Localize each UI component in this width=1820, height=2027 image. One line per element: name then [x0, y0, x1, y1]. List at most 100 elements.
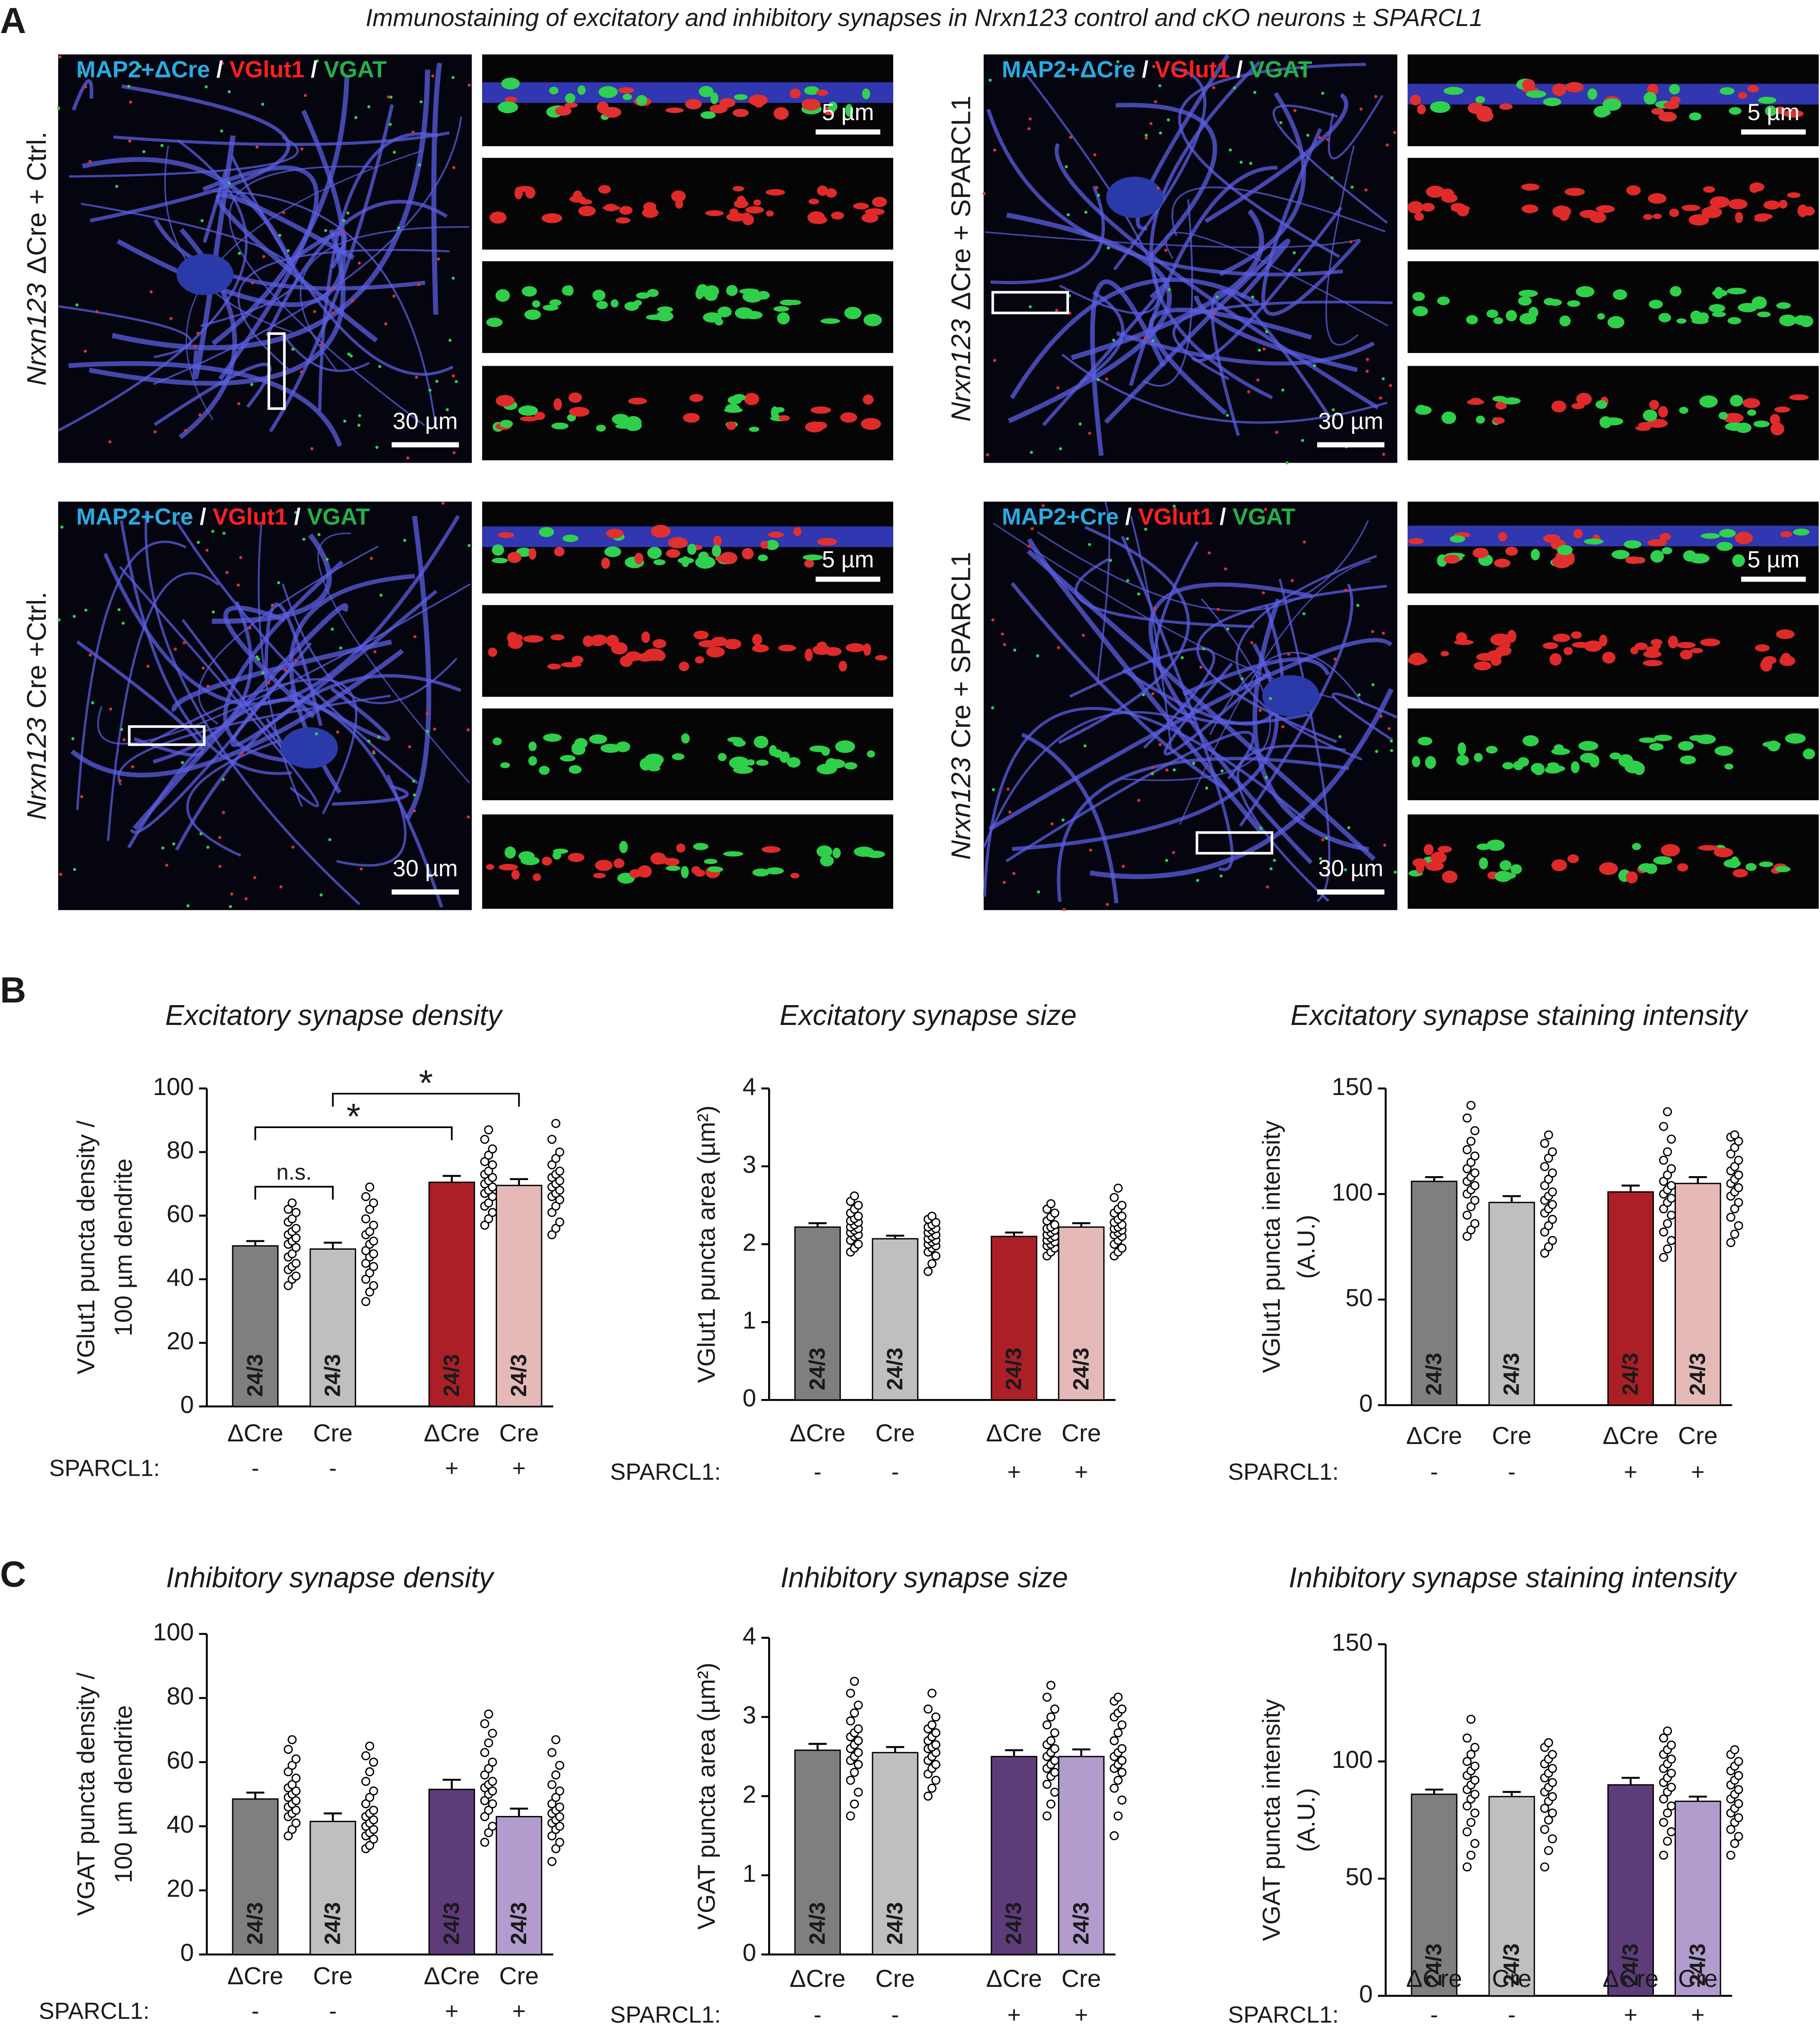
puncta: [248, 626, 252, 630]
bar: [1488, 1796, 1535, 1997]
puncta: [1154, 100, 1157, 104]
stain-part: /: [1236, 57, 1243, 83]
puncta: [347, 353, 350, 356]
puncta: [386, 95, 390, 99]
dendrite: [1090, 279, 1166, 456]
puncta: [1441, 193, 1458, 203]
puncta: [1700, 638, 1720, 646]
puncta: [1350, 186, 1354, 189]
puncta: [1239, 160, 1243, 164]
puncta: [59, 872, 63, 876]
dendrite: [1130, 516, 1172, 749]
n-label: 24/3: [1069, 1902, 1093, 1945]
puncta: [569, 195, 586, 203]
puncta: [1293, 251, 1296, 255]
data-point: [488, 1777, 497, 1786]
data-point: [1466, 1818, 1476, 1827]
puncta: [1720, 87, 1735, 95]
dendrite: [1042, 283, 1166, 427]
data-point: [1466, 1750, 1476, 1759]
puncta: [165, 863, 168, 867]
dendrite: [1010, 582, 1229, 792]
data-point: [287, 1760, 297, 1770]
puncta: [646, 314, 665, 320]
dendrite: [229, 166, 425, 426]
data-point: [291, 1243, 301, 1252]
puncta: [634, 553, 643, 564]
puncta: [1602, 651, 1616, 664]
puncta: [704, 286, 719, 295]
puncta: [1061, 818, 1065, 822]
x-tick-label: Cre: [499, 1962, 539, 1990]
data-point: [1667, 1801, 1676, 1811]
y-tick-label: 100: [1332, 1746, 1373, 1773]
data-point: [287, 1735, 297, 1745]
puncta: [741, 212, 751, 222]
data-point: [555, 1147, 565, 1157]
data-point: [551, 1201, 561, 1211]
dendrite: [81, 203, 298, 327]
roi-box: [1196, 831, 1274, 855]
puncta: [278, 234, 282, 237]
x-tick-label: ΔCre: [227, 1962, 283, 1990]
puncta: [1649, 400, 1659, 410]
x-tick-label: Cre: [1678, 1422, 1718, 1449]
data-point: [1117, 1200, 1127, 1210]
puncta: [1498, 532, 1507, 542]
puncta: [578, 205, 596, 216]
puncta: [426, 730, 429, 733]
puncta: [282, 211, 285, 214]
stain-part: /: [1142, 57, 1148, 83]
n-label: 24/3: [1685, 1943, 1710, 1986]
dendrite: [76, 540, 187, 810]
puncta: [1330, 176, 1334, 180]
dendrite: [1219, 92, 1306, 276]
puncta: [1301, 439, 1304, 442]
puncta: [1202, 647, 1205, 650]
puncta: [286, 249, 290, 252]
data-point: [1113, 1728, 1123, 1737]
puncta: [1415, 861, 1424, 874]
puncta: [1513, 761, 1524, 770]
puncta: [1093, 153, 1096, 156]
bar-chart: Inhibitory synapse density VGAT puncta de…: [39, 1562, 565, 2024]
puncta: [1164, 249, 1167, 252]
data-point: [1110, 1831, 1119, 1841]
puncta: [108, 440, 112, 444]
puncta: [467, 815, 470, 819]
dendrite: [1191, 206, 1343, 363]
puncta: [89, 653, 92, 657]
condition-label: Nrxn123 ΔCre + Ctrl.: [22, 132, 52, 386]
puncta: [184, 429, 187, 432]
puncta: [1691, 318, 1709, 324]
puncta: [1749, 185, 1759, 193]
puncta: [1575, 286, 1595, 297]
data-point: [1734, 1221, 1743, 1230]
puncta: [1578, 741, 1598, 751]
puncta: [222, 811, 225, 814]
puncta: [1285, 461, 1289, 464]
puncta: [1753, 420, 1770, 427]
y-tick-label: 100: [153, 1073, 194, 1100]
puncta: [57, 107, 60, 110]
puncta: [1663, 101, 1679, 110]
puncta: [844, 762, 858, 770]
bar: [1058, 1226, 1105, 1401]
data-point: [1663, 1170, 1672, 1180]
data-point: [1544, 1815, 1553, 1825]
x-tick-label: ΔCre: [986, 1419, 1042, 1447]
puncta: [742, 548, 754, 560]
y-tick-label: 150: [1332, 1073, 1373, 1100]
n-label: 24/3: [882, 1348, 907, 1390]
dendrite: [983, 707, 1306, 897]
puncta: [715, 555, 734, 562]
puncta: [1137, 592, 1140, 596]
puncta: [1262, 347, 1266, 351]
puncta: [1258, 709, 1262, 712]
data-point: [369, 1805, 378, 1815]
puncta: [643, 202, 657, 212]
data-point: [1667, 1768, 1676, 1778]
data-point: [931, 1740, 940, 1749]
stain-part: MAP2+ΔCre: [76, 57, 210, 83]
puncta: [1776, 629, 1795, 639]
